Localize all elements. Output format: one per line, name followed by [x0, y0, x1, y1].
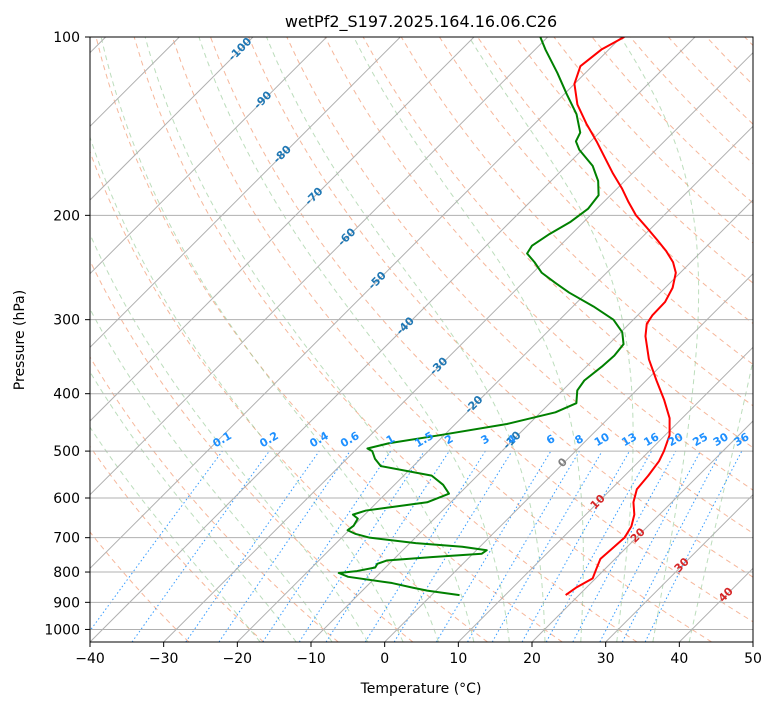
x-tick-label: 40 [670, 651, 688, 667]
y-tick-label: 500 [53, 444, 80, 460]
x-tick-label: 0 [380, 651, 389, 667]
x-tick-label: 10 [449, 651, 467, 667]
x-tick-label: −10 [296, 651, 326, 667]
y-tick-label: 400 [53, 387, 80, 403]
x-tick-label: −40 [75, 651, 105, 667]
y-tick-label: 900 [53, 595, 80, 611]
x-tick-label: −30 [149, 651, 179, 667]
y-tick-label: 800 [53, 565, 80, 581]
chart-title: wetPf2_S197.2025.164.16.06.C26 [285, 12, 557, 32]
y-tick-label: 300 [53, 313, 80, 329]
x-tick-label: 20 [523, 651, 541, 667]
y-tick-label: 700 [53, 531, 80, 547]
y-tick-label: 600 [53, 491, 80, 507]
x-tick-label: 50 [744, 651, 762, 667]
y-tick-label: 1000 [44, 622, 80, 638]
x-tick-label: 30 [597, 651, 615, 667]
y-tick-label: 200 [53, 208, 80, 224]
y-tick-label: 100 [53, 30, 80, 46]
y-axis-label: Pressure (hPa) [12, 290, 28, 390]
x-tick-label: −20 [223, 651, 253, 667]
x-axis-label: Temperature (°C) [360, 681, 482, 697]
